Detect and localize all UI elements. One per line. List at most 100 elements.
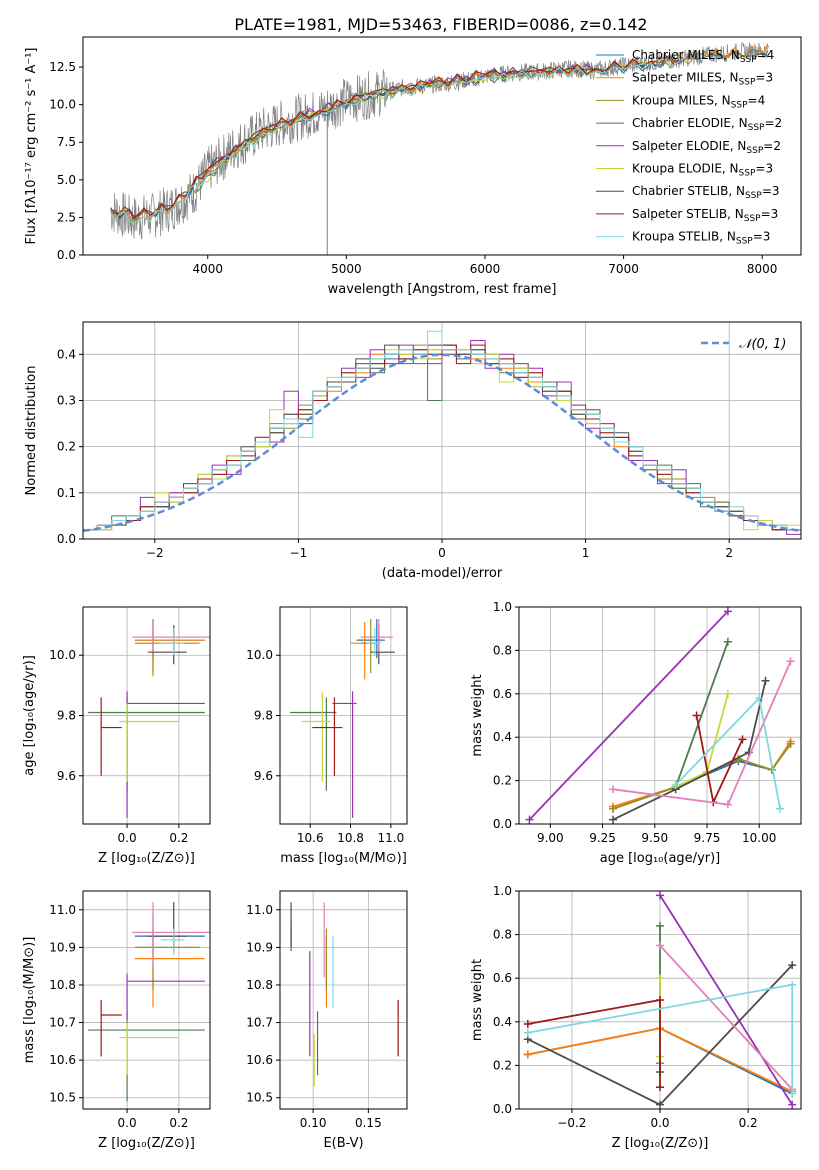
x-axis-label: wavelength [Angstrom, rest frame] bbox=[328, 282, 557, 297]
y-tick-label: 1.0 bbox=[493, 884, 512, 898]
axes-frame bbox=[82, 36, 802, 256]
y-tick-label: 10.5 bbox=[49, 1091, 76, 1105]
x-tick-label: 6000 bbox=[470, 262, 501, 276]
plot-area bbox=[519, 891, 801, 1109]
legend-entry: Chabrier ELODIE, NSSP=2 bbox=[632, 116, 782, 133]
x-tick-label: 10.8 bbox=[337, 831, 364, 845]
plot-area bbox=[83, 891, 210, 1109]
data-point-marker bbox=[523, 1019, 532, 1028]
data-point-marker bbox=[656, 941, 664, 950]
legend-entry: 𝒩(0, 1) bbox=[739, 337, 786, 352]
y-tick-label: 10.7 bbox=[246, 1016, 273, 1030]
x-tick-label: 0.0 bbox=[650, 1116, 669, 1130]
y-tick-label: 9.6 bbox=[57, 769, 76, 783]
y-tick-label: 0.4 bbox=[57, 347, 76, 361]
x-tick-label: 10.6 bbox=[297, 831, 324, 845]
data-point-marker bbox=[786, 739, 795, 748]
data-point-marker bbox=[755, 694, 764, 703]
data-point-marker bbox=[788, 1100, 797, 1109]
x-tick-label: 9.75 bbox=[694, 831, 721, 845]
x-tick-label: 4000 bbox=[192, 262, 223, 276]
x-axis-label: Z [log₁₀(Z/Z⊙)] bbox=[98, 851, 195, 866]
y-tick-label: 10.9 bbox=[49, 940, 76, 954]
data-point-marker bbox=[525, 815, 534, 824]
legend-entry: Salpeter STELIB, NSSP=3 bbox=[632, 207, 778, 224]
y-axis-label: mass weight bbox=[470, 959, 485, 1041]
model-series-line bbox=[193, 65, 597, 194]
x-tick-label: 0.2 bbox=[169, 831, 188, 845]
x-tick-label: 0.0 bbox=[118, 831, 137, 845]
y-tick-label: 10.9 bbox=[246, 940, 273, 954]
data-point-marker bbox=[656, 891, 664, 900]
data-point-marker bbox=[788, 1089, 797, 1098]
plot-area bbox=[519, 607, 801, 824]
weight-series-line bbox=[675, 696, 781, 809]
y-tick-label: 2.5 bbox=[57, 210, 76, 224]
y-tick-label: 0.4 bbox=[493, 730, 512, 744]
y-tick-label: 0.6 bbox=[493, 971, 512, 985]
weight-series-line bbox=[612, 680, 767, 821]
y-axis-label: age [log₁₀(age/yr)] bbox=[22, 655, 37, 776]
panel-mass_vs_ebv: 0.10 0.15 10.5 10.6 10.7 10.8 10.9 11.0 E(B-V) bbox=[246, 890, 408, 1151]
y-tick-label: 0.1 bbox=[57, 486, 76, 500]
x-tick-label: 0 bbox=[438, 546, 446, 560]
x-tick-label: 9.50 bbox=[641, 831, 668, 845]
x-tick-label: 0.10 bbox=[300, 1116, 327, 1130]
panel-mass_vs_Z: 0.0 0.2 10.5 10.6 10.7 10.8 10.9 11.0 Z [log₁₀(Z… bbox=[22, 890, 211, 1151]
y-tick-label: 0.3 bbox=[57, 393, 76, 407]
y-axis-label: Normed distribution bbox=[24, 366, 39, 496]
data-point-marker bbox=[788, 961, 797, 970]
plot-area bbox=[83, 607, 210, 824]
model-series-line bbox=[193, 64, 597, 194]
data-point-marker bbox=[656, 921, 664, 930]
data-point-marker bbox=[786, 657, 795, 666]
x-tick-label: −1 bbox=[290, 546, 308, 560]
x-axis-label: age [log₁₀(age/yr)] bbox=[600, 851, 721, 866]
y-tick-label: 9.6 bbox=[254, 769, 273, 783]
legend-entry: Chabrier STELIB, NSSP=3 bbox=[632, 184, 780, 201]
y-tick-label: 10.6 bbox=[246, 1053, 273, 1067]
data-point-marker bbox=[723, 689, 732, 698]
axes-frame bbox=[82, 890, 211, 1110]
x-axis-label: E(B-V) bbox=[323, 1136, 363, 1151]
x-tick-label: −0.2 bbox=[557, 1116, 586, 1130]
legend-entry: Salpeter MILES, NSSP=3 bbox=[632, 71, 773, 88]
data-point-marker bbox=[776, 804, 785, 813]
y-tick-label: 0.4 bbox=[493, 1015, 512, 1029]
plot-area bbox=[110, 42, 770, 255]
data-point-marker bbox=[723, 637, 732, 646]
y-tick-label: 0.2 bbox=[57, 440, 76, 454]
data-point-marker bbox=[609, 815, 617, 824]
y-axis-label: mass weight bbox=[470, 674, 485, 756]
spectrum-data-line bbox=[110, 42, 770, 240]
x-tick-label: −2 bbox=[146, 546, 164, 560]
y-tick-label: 10.7 bbox=[49, 1016, 76, 1030]
y-tick-label: 9.8 bbox=[254, 709, 273, 723]
legend-entry: Kroupa STELIB, NSSP=3 bbox=[632, 230, 770, 247]
legend-entry: Chabrier MILES, NSSP=4 bbox=[632, 48, 774, 65]
y-tick-label: 0.0 bbox=[493, 1102, 512, 1116]
y-axis-label: Flux [fλ10⁻¹⁷ erg cm⁻² s⁻¹ A⁻¹] bbox=[24, 48, 39, 245]
data-point-marker bbox=[609, 785, 617, 794]
x-tick-label: 10.00 bbox=[742, 831, 776, 845]
y-tick-label: 11.0 bbox=[49, 903, 76, 917]
x-tick-label: 0.2 bbox=[169, 1116, 188, 1130]
y-tick-label: 0.6 bbox=[493, 687, 512, 701]
data-point-marker bbox=[523, 1028, 532, 1037]
data-point-marker bbox=[656, 1083, 664, 1092]
data-point-marker bbox=[656, 1100, 664, 1109]
y-tick-label: 10.8 bbox=[49, 978, 76, 992]
panel-weight_vs_age: 9.00 9.25 9.50 9.75 10.00 0.0 0.2 0.4 0.6 0.8 1.0 a… bbox=[470, 600, 802, 866]
data-point-marker bbox=[723, 800, 732, 809]
x-tick-label: 0.2 bbox=[739, 1116, 758, 1130]
x-tick-label: 11.0 bbox=[378, 831, 405, 845]
x-tick-label: 7000 bbox=[608, 262, 639, 276]
axes-frame bbox=[518, 606, 802, 825]
model-series-line bbox=[110, 50, 763, 222]
y-tick-label: 10.8 bbox=[246, 978, 273, 992]
y-tick-label: 0.0 bbox=[57, 248, 76, 262]
plot-area bbox=[280, 607, 407, 824]
data-point-marker bbox=[523, 1050, 532, 1059]
y-tick-label: 1.0 bbox=[493, 600, 512, 614]
